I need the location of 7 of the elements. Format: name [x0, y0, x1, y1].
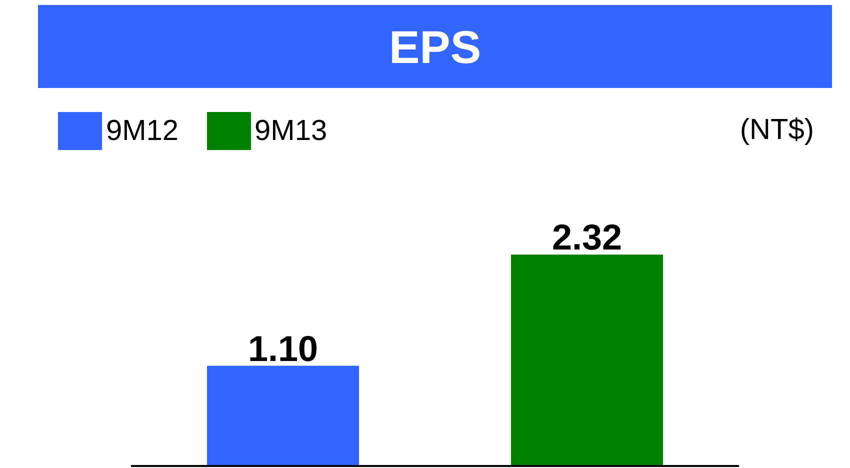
title-banner: EPS — [38, 5, 832, 88]
chart-title: EPS — [388, 20, 482, 74]
data-label: 2.32 — [552, 216, 622, 258]
data-label: 1.10 — [248, 328, 318, 369]
legend-label: 9M13 — [254, 114, 328, 148]
text: (NT$) — [740, 114, 814, 147]
legend-label: 9M12 — [106, 114, 179, 148]
